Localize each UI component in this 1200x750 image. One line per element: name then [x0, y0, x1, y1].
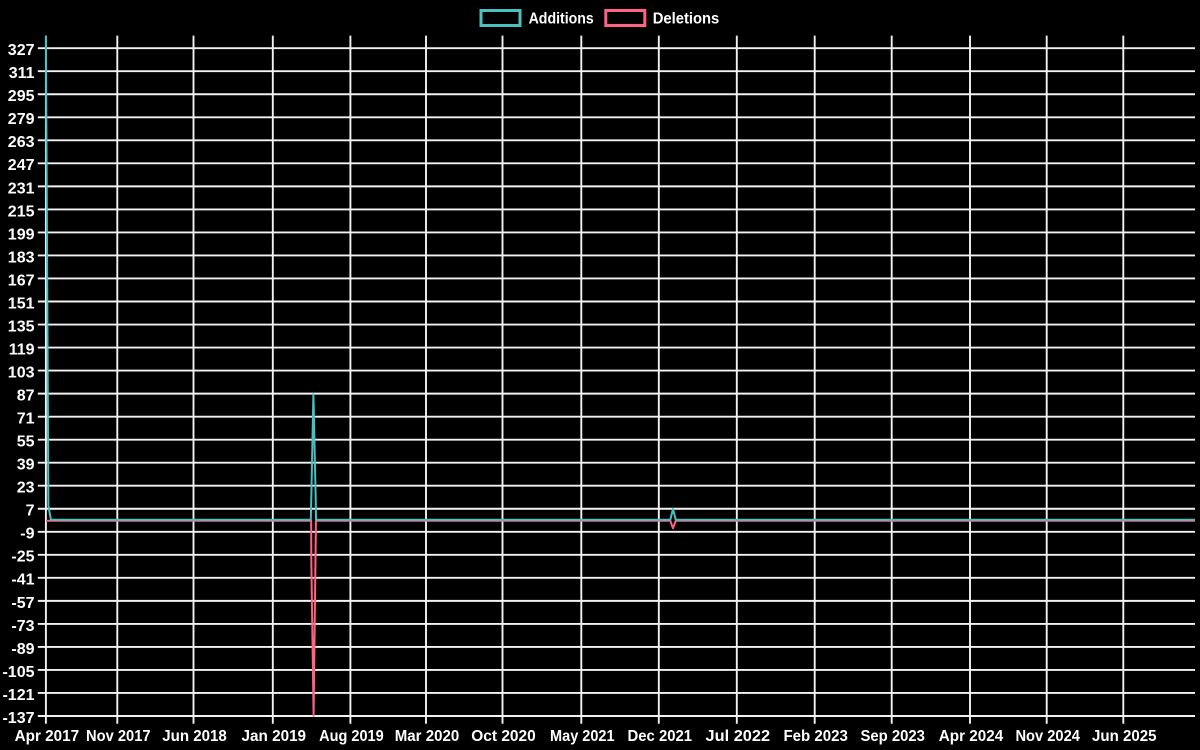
svg-text:119: 119	[9, 341, 35, 358]
svg-text:-137: -137	[2, 710, 34, 727]
svg-text:199: 199	[8, 226, 35, 243]
svg-text:Jun 2018: Jun 2018	[162, 728, 227, 745]
svg-text:263: 263	[8, 134, 35, 151]
svg-text:71: 71	[17, 411, 35, 428]
svg-text:-73: -73	[11, 618, 34, 635]
svg-text:215: 215	[8, 203, 35, 220]
svg-text:Nov 2017: Nov 2017	[86, 728, 151, 745]
svg-text:295: 295	[8, 88, 35, 105]
svg-text:7: 7	[26, 503, 35, 520]
svg-text:Deletions: Deletions	[653, 10, 720, 27]
svg-text:Additions: Additions	[529, 10, 594, 27]
svg-text:Sep 2023: Sep 2023	[860, 728, 925, 745]
svg-text:151: 151	[8, 295, 35, 312]
svg-text:-121: -121	[2, 687, 34, 704]
svg-text:103: 103	[8, 364, 35, 381]
svg-text:167: 167	[8, 272, 35, 289]
svg-text:135: 135	[8, 318, 35, 335]
svg-text:327: 327	[8, 42, 35, 59]
svg-text:55: 55	[17, 434, 35, 451]
svg-text:39: 39	[17, 457, 35, 474]
svg-text:183: 183	[8, 249, 35, 266]
svg-text:Jul 2022: Jul 2022	[706, 728, 771, 745]
svg-text:-57: -57	[11, 595, 34, 612]
svg-text:Apr 2017: Apr 2017	[15, 728, 80, 745]
svg-text:Jan 2019: Jan 2019	[242, 728, 307, 745]
svg-text:Aug 2019: Aug 2019	[319, 728, 384, 745]
svg-text:311: 311	[9, 65, 35, 82]
svg-text:247: 247	[8, 157, 35, 174]
svg-text:231: 231	[8, 180, 35, 197]
svg-text:Nov 2024: Nov 2024	[1015, 728, 1080, 745]
svg-text:Feb 2023: Feb 2023	[783, 728, 848, 745]
svg-text:May 2021: May 2021	[550, 728, 615, 745]
svg-text:Apr 2024: Apr 2024	[939, 728, 1004, 745]
svg-text:-89: -89	[11, 641, 34, 658]
svg-text:-41: -41	[11, 572, 34, 589]
svg-text:Mar 2020: Mar 2020	[395, 728, 460, 745]
svg-text:Oct 2020: Oct 2020	[471, 728, 536, 745]
svg-text:-105: -105	[2, 664, 34, 681]
svg-text:279: 279	[8, 111, 35, 128]
svg-text:87: 87	[17, 388, 35, 405]
svg-text:-25: -25	[11, 549, 34, 566]
svg-text:-9: -9	[20, 526, 34, 543]
svg-text:Dec 2021: Dec 2021	[628, 728, 693, 745]
svg-text:23: 23	[17, 480, 35, 497]
svg-text:Jun 2025: Jun 2025	[1092, 728, 1157, 745]
